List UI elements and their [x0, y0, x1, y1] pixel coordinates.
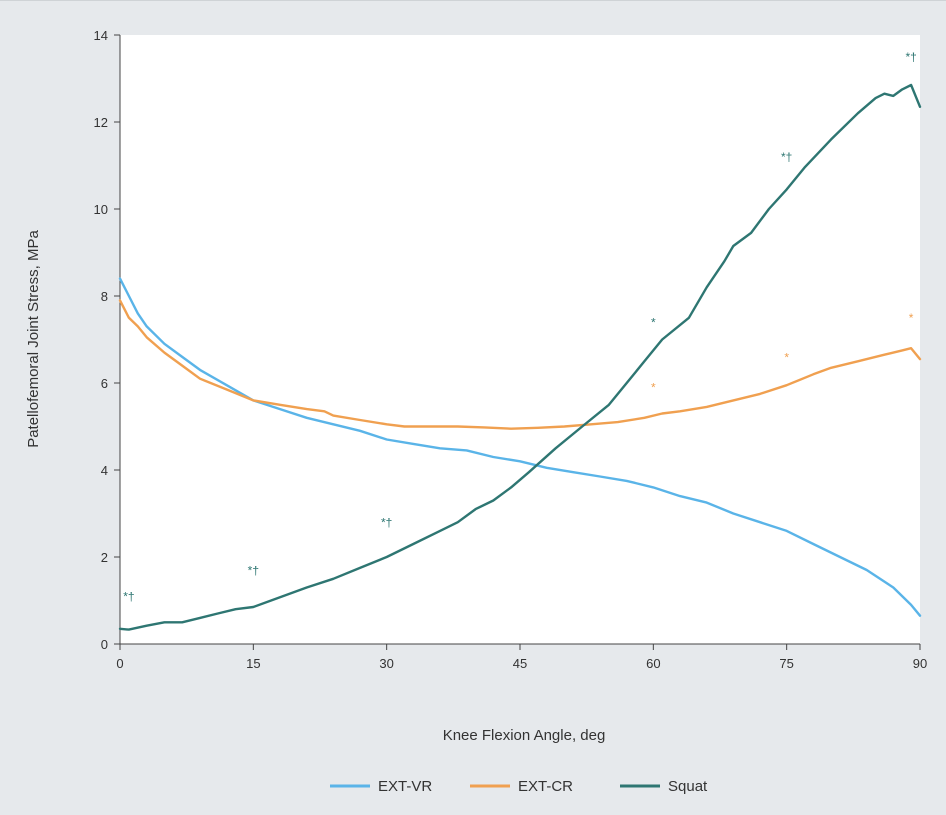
series-line-ext-vr	[118, 277, 922, 617]
x-tick-label: 90	[913, 656, 927, 671]
plot-area	[120, 35, 920, 644]
significance-markers: *† *† *† * * *† * *† *	[123, 50, 917, 603]
series-line-squat	[118, 83, 922, 631]
significance-marker: *†	[905, 50, 916, 64]
x-tick-label: 60	[646, 656, 660, 671]
significance-marker: *†	[248, 563, 259, 577]
y-axis-title: Patellofemoral Joint Stress, MPa	[25, 230, 42, 448]
legend: EXT-VR EXT-CR Squat	[330, 778, 708, 795]
y-tick-label: 6	[101, 376, 108, 391]
series-lines	[118, 83, 922, 631]
y-tick-label: 8	[101, 289, 108, 304]
significance-marker: *	[909, 311, 914, 325]
y-tick-label: 2	[101, 550, 108, 565]
x-axis-ticks: 0 15 30 45 60 75 90	[116, 644, 927, 671]
x-tick-label: 30	[379, 656, 393, 671]
x-tick-label: 45	[513, 656, 527, 671]
significance-marker: *	[784, 350, 789, 364]
x-axis-title: Knee Flexion Angle, deg	[443, 727, 606, 744]
y-tick-label: 12	[94, 115, 108, 130]
legend-label: EXT-VR	[378, 778, 432, 795]
significance-marker: *†	[123, 590, 134, 604]
y-axis-ticks: 0 2 4 6 8 10 12 14	[94, 28, 120, 652]
y-tick-label: 0	[101, 637, 108, 652]
significance-marker: *†	[381, 516, 392, 530]
series-line-ext-cr	[118, 299, 922, 430]
significance-marker: *	[651, 381, 656, 395]
legend-label: EXT-CR	[518, 778, 573, 795]
legend-label: Squat	[668, 778, 708, 795]
y-tick-label: 4	[101, 463, 108, 478]
significance-marker: *†	[781, 150, 792, 164]
significance-marker: *	[651, 315, 656, 329]
x-tick-label: 0	[116, 656, 123, 671]
y-tick-label: 14	[94, 28, 108, 43]
x-tick-label: 15	[246, 656, 260, 671]
x-tick-label: 75	[779, 656, 793, 671]
y-tick-label: 10	[94, 202, 108, 217]
